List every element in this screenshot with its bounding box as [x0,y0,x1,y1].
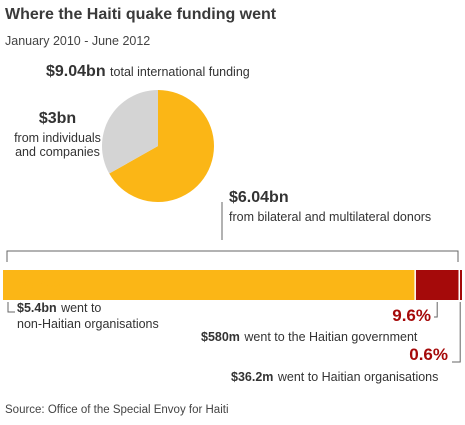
gov-label: $580m went to the Haitian government [201,328,417,346]
bar-segment-ngo [3,270,416,300]
gov-description: went to the Haitian government [244,330,418,344]
chart-title: Where the Haiti quake funding went [5,6,277,23]
donor-amount: $6.04bn [229,189,289,206]
pie-chart [102,90,214,202]
stacked-bar [3,270,462,300]
bar-segment-government [415,270,460,300]
connector-government [434,302,438,318]
local-percent: 0.6% [409,345,448,364]
ngo-percent: 89.8% [17,277,66,296]
ngo-amount: $5.4bn [17,301,57,315]
chart-subtitle: January 2010 - June 2012 [5,34,151,48]
pie-slice-donors [109,90,214,202]
gov-percent: 9.6% [392,306,431,325]
private-funding-label: $3bn from individuals and companies [0,110,115,159]
bracket-bar-top [6,250,459,262]
local-label: $36.2m went to Haitian organisations [231,368,438,386]
donor-funding-label: $6.04bn from bilateral and multilateral … [229,189,431,224]
private-line-2: and companies [15,145,100,159]
private-amount: $3bn [38,110,77,127]
total-description: total international funding [110,65,250,79]
pie-slice-private [102,90,158,174]
connector-lines [6,202,461,363]
total-funding-label: $9.04bn total international funding [46,63,250,81]
local-amount: $36.2m [231,370,274,384]
ngo-line-2: non-Haitian organisations [17,317,159,331]
donor-description: from bilateral and multilateral donors [229,210,432,224]
ngo-label: 89.8% $5.4bn went to non-Haitian organis… [17,277,159,331]
gov-amount: $580m [201,330,240,344]
private-line-1: from individuals [14,131,101,145]
total-amount: $9.04bn [46,63,106,80]
bar-segment-local [459,270,462,300]
connector-local [452,302,461,363]
local-description: went to Haitian organisations [277,370,439,384]
connector-ngo [7,302,15,313]
source-note: Source: Office of the Special Envoy for … [5,404,229,416]
ngo-line-1: went to [61,301,102,315]
